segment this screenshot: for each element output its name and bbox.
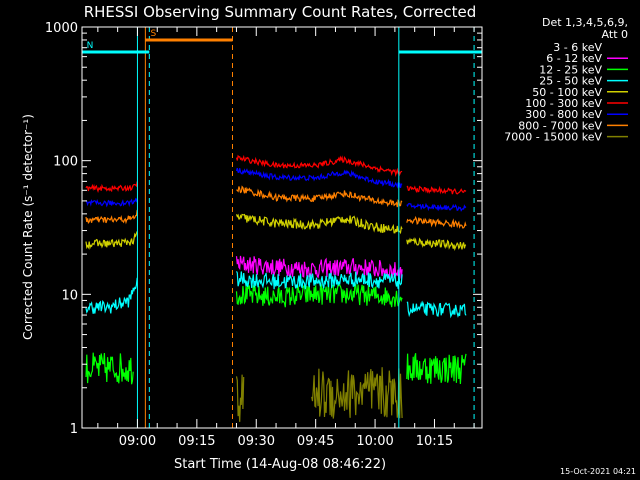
plot-frame xyxy=(81,26,483,429)
legend-label-5: 100 - 300 keV xyxy=(525,97,602,110)
series-line-7-segment-2 xyxy=(406,215,467,229)
y-tick-label-2: 100 xyxy=(53,155,78,170)
y-tick-label-3: 1000 xyxy=(45,21,78,36)
legend-label-1: 6 - 12 keV xyxy=(546,52,602,65)
timestamp-footer: 15-Oct-2021 04:21 xyxy=(560,467,636,476)
y-tick-label-1: 10 xyxy=(61,288,78,303)
y-axis-label: Corrected Count Rate (s⁻¹ detector⁻¹) xyxy=(21,114,35,340)
series-line-3-segment-0 xyxy=(85,277,138,314)
legend-label-6: 300 - 800 keV xyxy=(525,108,602,121)
flag-label-1: N xyxy=(87,41,94,51)
series-line-8-segment-0 xyxy=(235,374,245,422)
series-line-6-segment-1 xyxy=(235,167,403,189)
series-line-8-segment-1 xyxy=(311,367,403,419)
series-line-7-segment-1 xyxy=(236,185,403,208)
x-axis-label: Start Time (14-Aug-08 08:46:22) xyxy=(174,457,386,472)
series-line-7-segment-0 xyxy=(85,209,138,225)
chart-title: RHESSI Observing Summary Count Rates, Co… xyxy=(84,3,477,21)
series-line-2-segment-1 xyxy=(235,283,403,308)
series-line-3-segment-2 xyxy=(406,300,467,319)
series-line-4-segment-1 xyxy=(235,213,403,235)
series-line-5-segment-0 xyxy=(85,181,138,194)
plot-layer: S N 1 10 100 1000 09:00 09:15 09:30 09:45 10:00 10:… xyxy=(45,21,483,449)
legend-header-line-1: Det 1,3,4,5,6,9, xyxy=(542,16,628,29)
series-line-0-segment-0 xyxy=(235,286,396,341)
series-line-6-segment-0 xyxy=(85,197,138,208)
x-tick-label-5: 10:15 xyxy=(416,434,453,449)
legend-label-7: 800 - 7000 keV xyxy=(518,119,602,132)
series-line-1-segment-0 xyxy=(235,255,403,281)
series-line-2-segment-0 xyxy=(85,352,134,385)
series-line-5-segment-1 xyxy=(235,154,403,178)
legend-label-3: 25 - 50 keV xyxy=(539,75,602,88)
legend-label-8: 7000 - 15000 keV xyxy=(504,131,602,144)
legend-header-line-2: Att 0 xyxy=(602,28,628,41)
series-line-6-segment-2 xyxy=(406,202,467,212)
x-tick-label-3: 09:45 xyxy=(297,434,334,449)
legend-label-0: 3 - 6 keV xyxy=(553,41,602,54)
series-line-3-segment-1 xyxy=(235,271,403,290)
legend-label-2: 12 - 25 keV xyxy=(539,63,602,76)
series-line-5-segment-2 xyxy=(406,185,467,195)
x-tick-label-1: 09:15 xyxy=(178,434,215,449)
y-tick-label-0: 1 xyxy=(70,422,78,437)
x-tick-label-4: 10:00 xyxy=(356,434,393,449)
series-line-4-segment-2 xyxy=(406,237,467,252)
x-tick-label-0: 09:00 xyxy=(119,434,156,449)
series-line-4-segment-0 xyxy=(85,231,138,250)
series-line-2-segment-2 xyxy=(406,353,467,385)
flag-label-0: S xyxy=(151,29,157,39)
legend-label-4: 50 - 100 keV xyxy=(532,86,602,99)
x-tick-label-2: 09:30 xyxy=(238,434,275,449)
